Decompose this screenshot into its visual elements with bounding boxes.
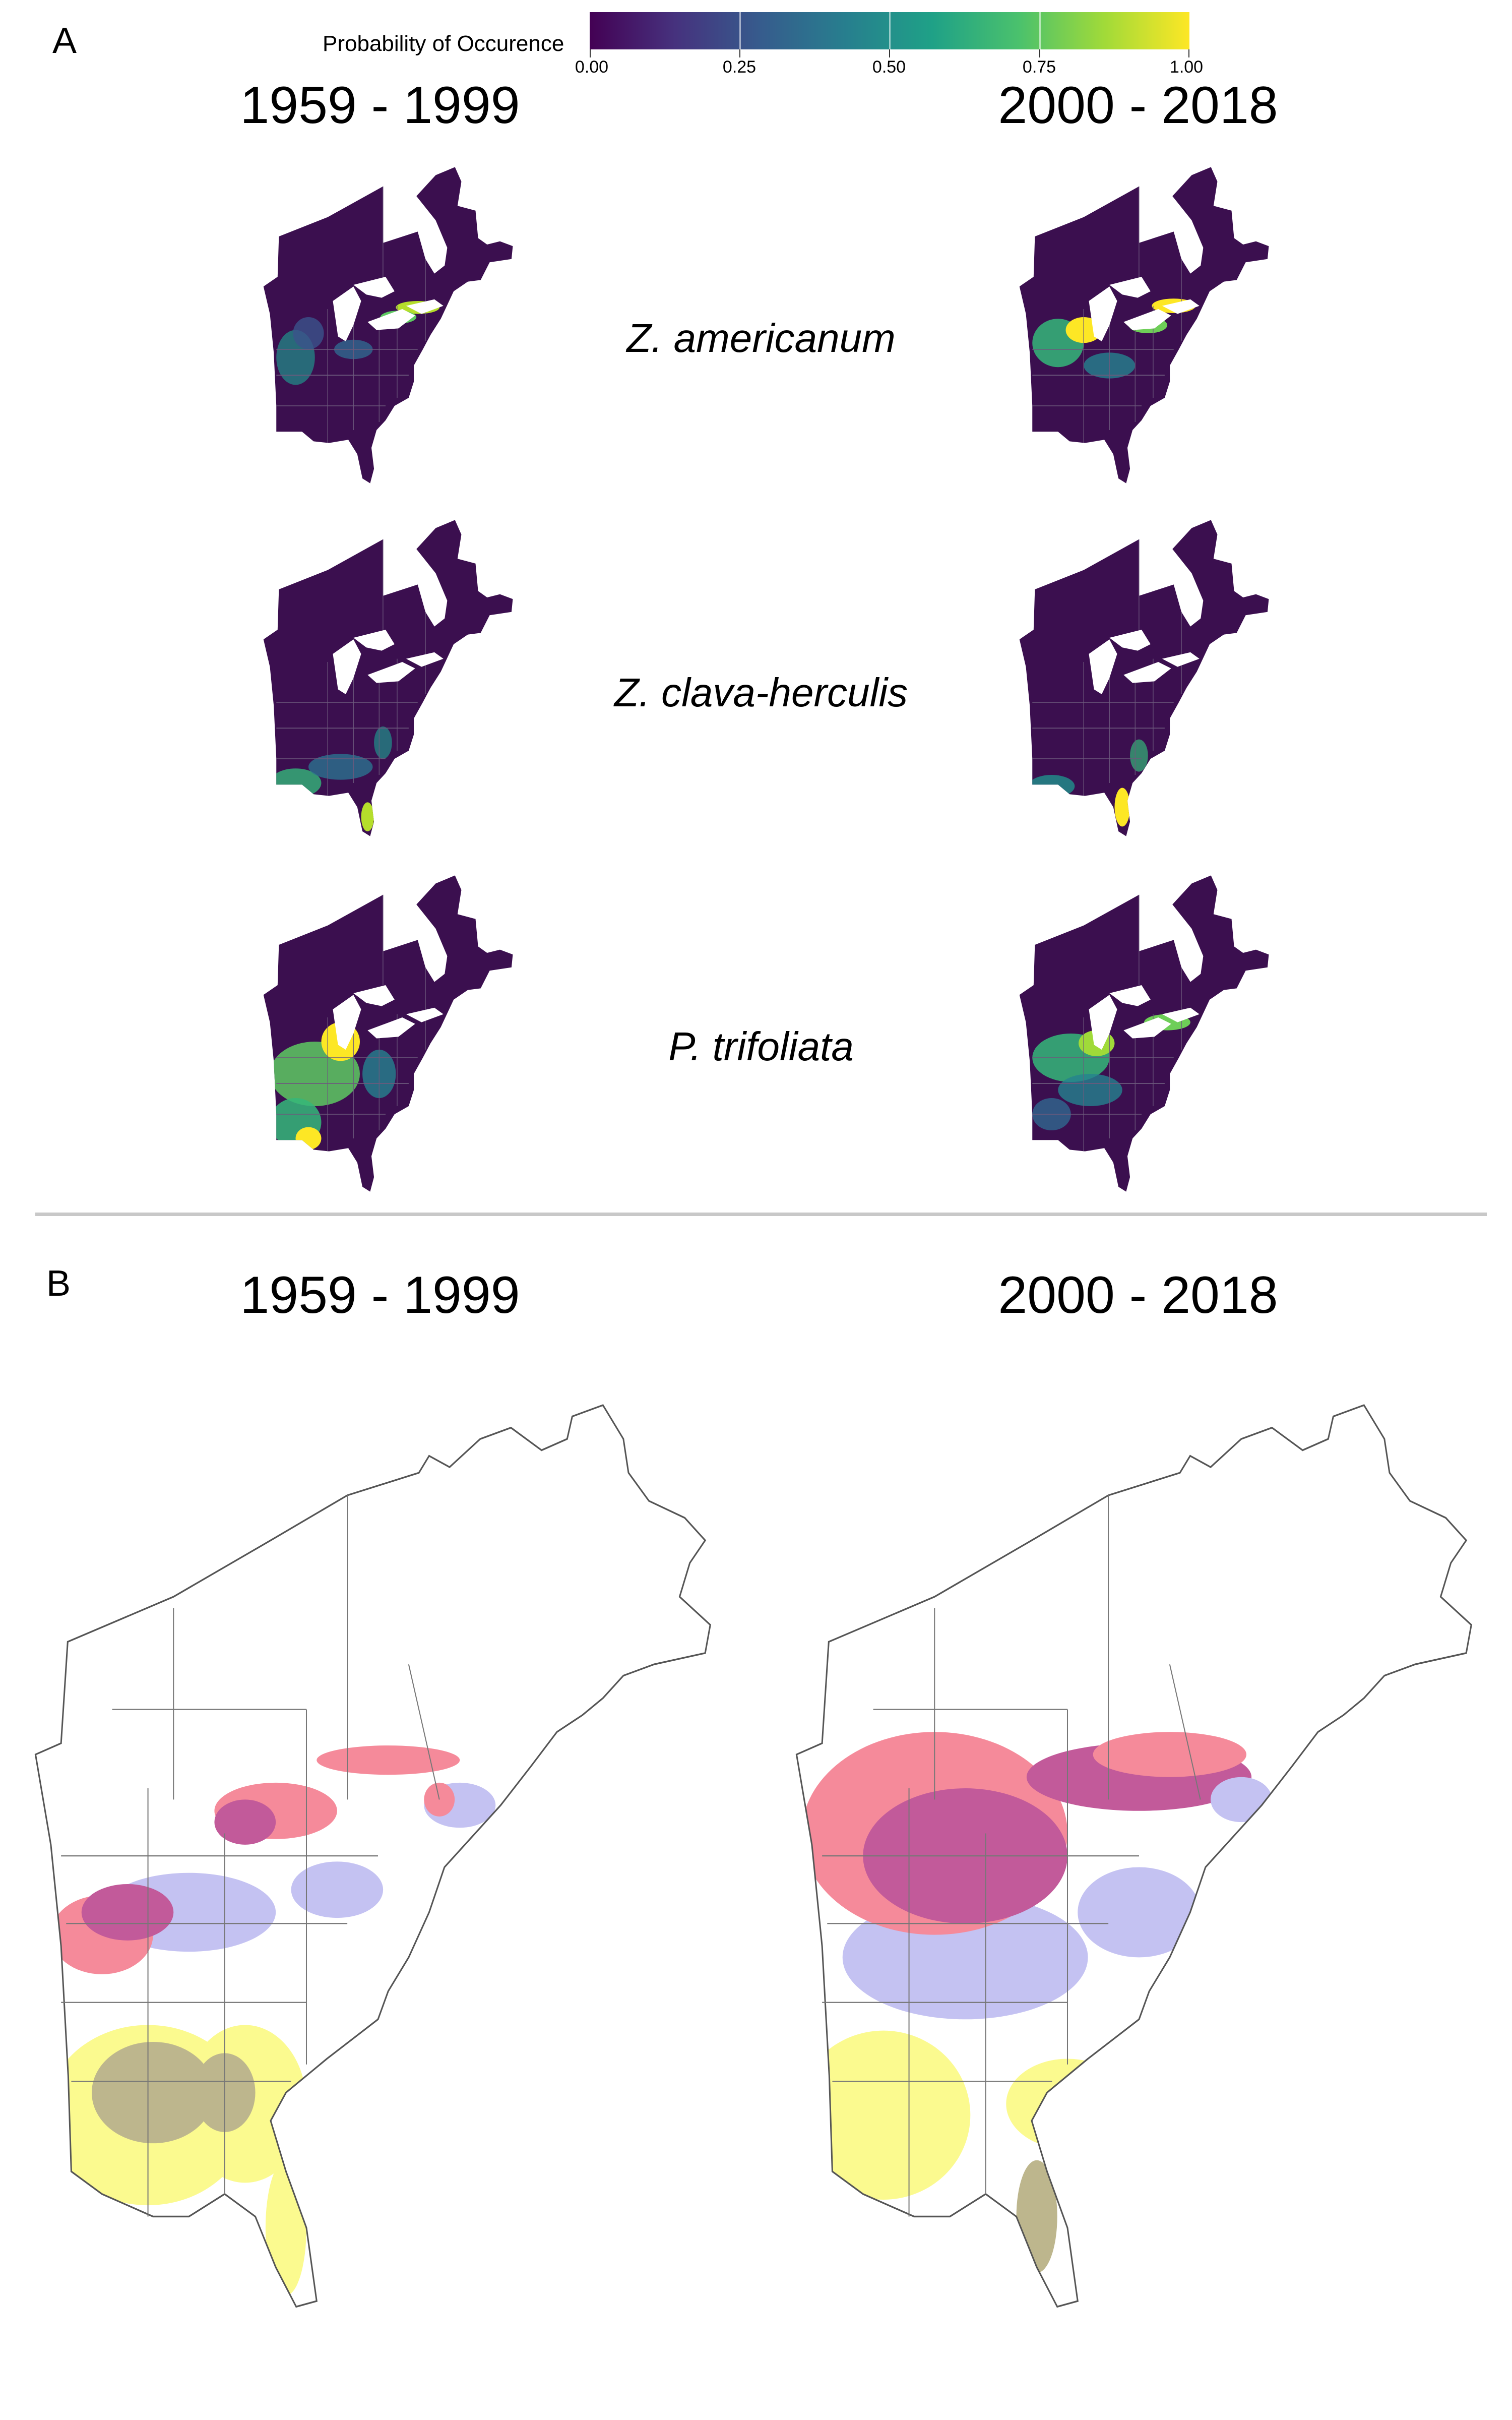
panel-a-label: A bbox=[52, 21, 77, 61]
map-z-clava-herculis-recent bbox=[1019, 520, 1269, 836]
legend-tick-label: 0.75 bbox=[1022, 57, 1056, 77]
overlap-map-recent bbox=[795, 1404, 1472, 2308]
map-z-americanum-recent bbox=[1019, 167, 1269, 483]
map-p-trifoliata-early bbox=[263, 875, 513, 1192]
legend-tick-label: 0.50 bbox=[872, 57, 906, 77]
species-label: P. trifoliata bbox=[668, 1024, 854, 1069]
panel-b-label: B bbox=[46, 1263, 71, 1304]
legend-tick-label: 1.00 bbox=[1169, 57, 1204, 77]
map-p-trifoliata-recent bbox=[1019, 875, 1269, 1192]
map-z-americanum-early bbox=[263, 167, 513, 483]
legend-tick-label: 0.25 bbox=[722, 57, 757, 77]
period-title-early-b: 1959 - 1999 bbox=[240, 1266, 520, 1324]
period-title-recent: 2000 - 2018 bbox=[998, 76, 1278, 135]
species-label: Z. americanum bbox=[626, 316, 896, 360]
overlap-map-early bbox=[34, 1404, 711, 2308]
map-z-clava-herculis-early bbox=[263, 520, 513, 836]
species-label: Z. clava-herculis bbox=[614, 670, 908, 715]
period-title-recent-b: 2000 - 2018 bbox=[998, 1266, 1278, 1324]
panel-divider bbox=[35, 1213, 1487, 1216]
period-title-early: 1959 - 1999 bbox=[240, 76, 520, 135]
legend-tick-label: 0.00 bbox=[575, 57, 609, 77]
legend-title: Probability of Occurence bbox=[323, 31, 564, 56]
